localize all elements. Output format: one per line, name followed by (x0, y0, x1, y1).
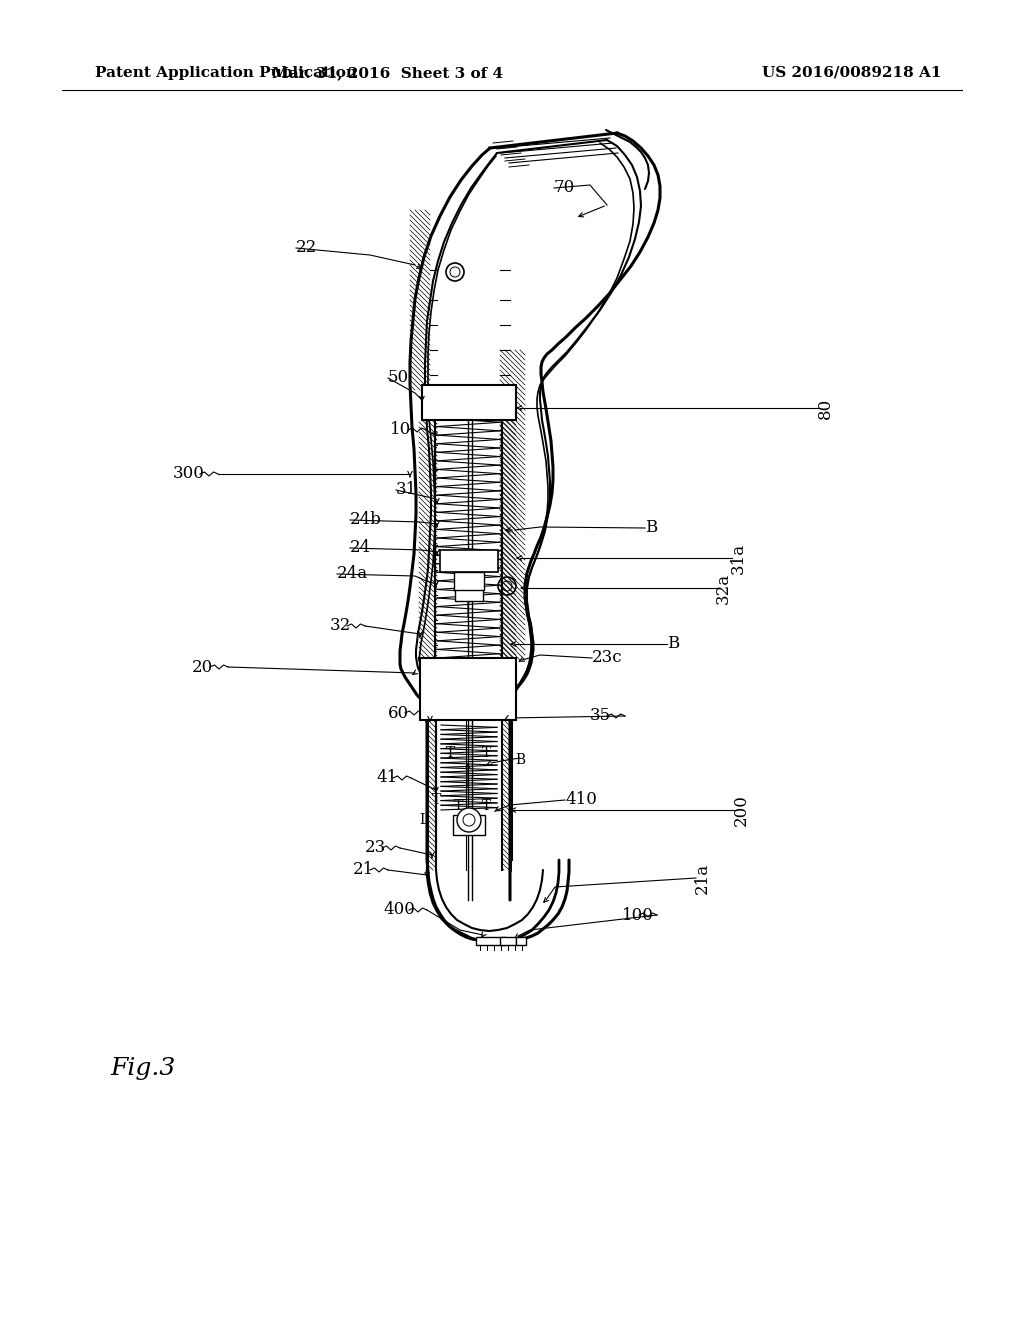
Text: 24a: 24a (337, 565, 368, 582)
Text: 410: 410 (565, 792, 597, 808)
Text: 80: 80 (817, 397, 834, 418)
Text: 24b: 24b (350, 511, 382, 528)
Text: B: B (515, 752, 525, 767)
Text: 21a: 21a (694, 862, 711, 894)
Text: 10: 10 (390, 421, 412, 438)
Bar (453, 814, 485, 836)
Text: 20: 20 (193, 659, 213, 676)
Text: T: T (432, 793, 441, 807)
Text: 300: 300 (173, 466, 205, 483)
Text: T: T (455, 799, 464, 813)
Text: 31: 31 (396, 482, 417, 499)
Text: Patent Application Publication: Patent Application Publication (95, 66, 357, 81)
Text: B: B (667, 635, 679, 652)
Bar (440, 550, 498, 572)
Circle shape (457, 808, 481, 832)
Text: 41: 41 (376, 770, 397, 787)
Bar (420, 657, 516, 719)
Text: B: B (645, 520, 657, 536)
Bar (454, 572, 484, 590)
Text: 200: 200 (733, 795, 750, 826)
Bar (516, 937, 526, 945)
Text: L: L (420, 813, 429, 828)
Bar (476, 937, 506, 945)
Circle shape (463, 814, 475, 826)
Text: 32: 32 (330, 618, 351, 635)
Text: US 2016/0089218 A1: US 2016/0089218 A1 (762, 66, 941, 81)
Text: 23c: 23c (592, 649, 623, 667)
Text: 100: 100 (622, 907, 654, 924)
Text: Fig.3: Fig.3 (110, 1056, 175, 1080)
Bar (422, 385, 516, 420)
Text: T: T (482, 799, 492, 813)
Text: 60: 60 (388, 705, 410, 722)
Text: T: T (446, 746, 456, 760)
Text: Mar. 31, 2016  Sheet 3 of 4: Mar. 31, 2016 Sheet 3 of 4 (272, 66, 504, 81)
Text: 400: 400 (383, 902, 415, 919)
Text: 24: 24 (350, 540, 372, 557)
Text: 35: 35 (590, 708, 611, 725)
Text: 31a: 31a (730, 543, 746, 574)
Text: T: T (482, 746, 492, 760)
Bar (500, 937, 516, 945)
Text: 21: 21 (353, 862, 374, 879)
Text: 50: 50 (388, 370, 410, 387)
Text: 70: 70 (554, 180, 575, 197)
Text: 32a: 32a (715, 573, 732, 603)
Text: 22: 22 (296, 239, 317, 256)
Text: 23: 23 (365, 840, 386, 857)
Bar (455, 576, 483, 601)
